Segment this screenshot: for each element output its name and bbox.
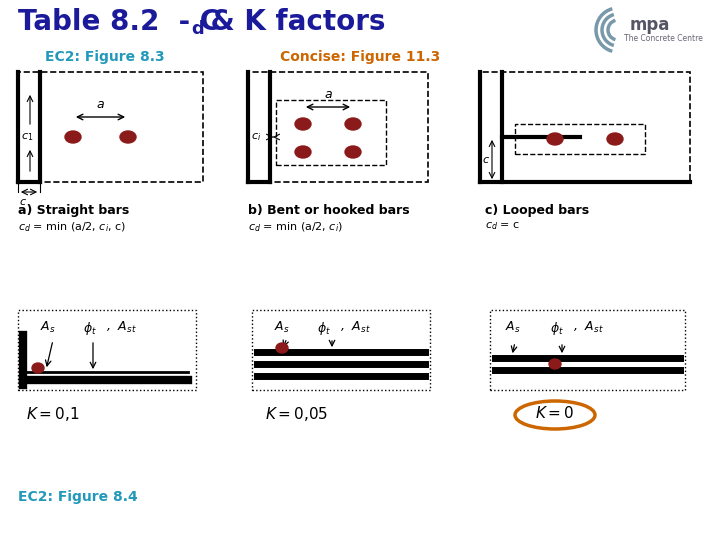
Bar [480,72,690,182]
Text: $\phi_t$: $\phi_t$ [550,320,564,337]
Text: ,  $A_{st}$: , $A_{st}$ [340,320,371,335]
Text: The Concrete Centre: The Concrete Centre [624,34,703,43]
Bar [248,72,428,182]
Ellipse shape [295,146,311,158]
Text: mpa: mpa [630,16,670,34]
Text: $c_1$: $c_1$ [21,131,33,143]
Ellipse shape [295,118,311,130]
Text: $A_s$: $A_s$ [505,320,521,335]
Ellipse shape [345,118,361,130]
Text: ,  $A_{st}$: , $A_{st}$ [573,320,604,335]
Text: $c_d$ = min (a/2, $c_i$): $c_d$ = min (a/2, $c_i$) [248,220,343,234]
Bar [490,310,685,390]
Text: $A_s$: $A_s$ [40,320,55,335]
Text: d: d [191,20,204,38]
Text: $\phi_t$: $\phi_t$ [83,320,97,337]
Text: Table 8.2  - C: Table 8.2 - C [18,8,220,36]
Bar [515,124,645,154]
Text: $c$: $c$ [19,197,27,207]
Text: $c$: $c$ [482,155,490,165]
Text: $a$: $a$ [96,98,104,111]
Ellipse shape [345,146,361,158]
Text: $a$: $a$ [323,88,333,101]
Text: EC2: Figure 8.3: EC2: Figure 8.3 [45,50,165,64]
Text: ,  $A_{st}$: , $A_{st}$ [106,320,137,335]
Bar [18,72,203,182]
Text: $K = 0{,}05$: $K = 0{,}05$ [266,405,328,423]
Ellipse shape [547,133,563,145]
Text: $K = 0$: $K = 0$ [536,405,575,421]
Text: $c_d$ = min (a/2, $c_i$, c): $c_d$ = min (a/2, $c_i$, c) [18,220,126,234]
Ellipse shape [32,363,44,373]
Text: $c_d$ = c: $c_d$ = c [485,220,520,232]
Text: $K = 0{,}1$: $K = 0{,}1$ [26,405,80,423]
Bar [276,100,386,165]
Bar [18,310,196,390]
Ellipse shape [549,359,561,369]
Text: $c_i$: $c_i$ [251,131,261,143]
Text: $\phi_t$: $\phi_t$ [317,320,331,337]
Bar [252,310,430,390]
Text: b) Bent or hooked bars: b) Bent or hooked bars [248,204,410,217]
Ellipse shape [120,131,136,143]
Text: & K factors: & K factors [201,8,385,36]
Ellipse shape [276,343,288,353]
Ellipse shape [607,133,623,145]
Ellipse shape [65,131,81,143]
Text: c) Looped bars: c) Looped bars [485,204,589,217]
Text: $A_s$: $A_s$ [274,320,289,335]
Text: EC2: Figure 8.4: EC2: Figure 8.4 [18,490,138,504]
Text: Concise: Figure 11.3: Concise: Figure 11.3 [280,50,440,64]
Text: a) Straight bars: a) Straight bars [18,204,130,217]
